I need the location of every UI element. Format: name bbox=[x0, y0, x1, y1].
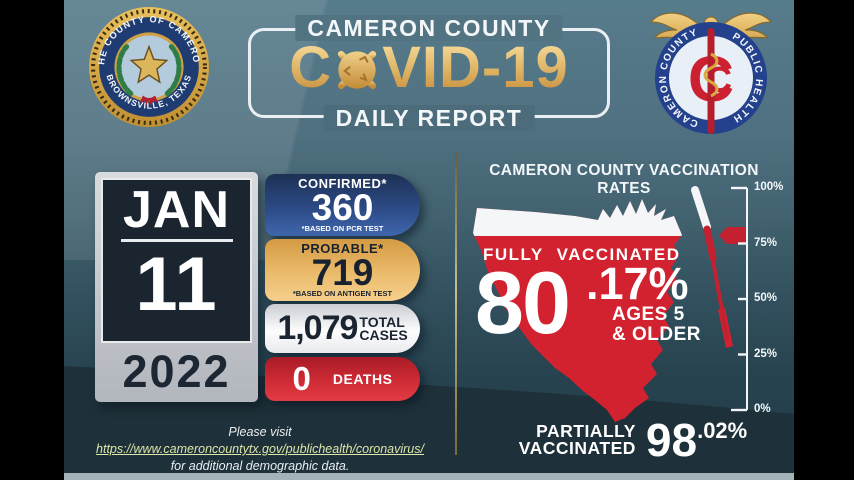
date-year: 2022 bbox=[122, 346, 231, 397]
fully-age-line2: & OLDER bbox=[612, 324, 701, 345]
fully-age-line1: AGES 5 bbox=[612, 304, 685, 325]
seal-star bbox=[129, 44, 169, 84]
scale-ticks bbox=[731, 186, 747, 412]
confirmed-label: CONFIRMED* bbox=[298, 176, 387, 191]
fully-vaccinated-value: 80 bbox=[475, 253, 571, 352]
partially-vaccinated-block: PARTIALLY VACCINATED 98 .02% bbox=[483, 414, 783, 466]
scale-label-25: 25% bbox=[754, 348, 778, 360]
footer-suffix: for additional demographic data. bbox=[170, 459, 350, 473]
probable-value: 719 bbox=[311, 252, 374, 293]
scale-axis-line bbox=[746, 188, 748, 410]
title-daily-report: DAILY REPORT bbox=[323, 105, 535, 131]
scale-label-0: 0% bbox=[754, 403, 771, 415]
date-day: 11 bbox=[135, 242, 218, 327]
deaths-value: 0 bbox=[292, 360, 311, 397]
probable-card: PROBABLE* 719 *BASED ON ANTIGEN TEST bbox=[265, 239, 420, 301]
partially-vaccinated-value: 98 bbox=[645, 414, 698, 466]
confirmed-value: 360 bbox=[311, 187, 374, 228]
vaccination-panel: CAMERON COUNTY VACCINATION RATES bbox=[455, 150, 794, 480]
deaths-card: 0 DEATHS bbox=[265, 357, 420, 401]
total-cases-value: 1,079 bbox=[277, 309, 358, 347]
partial-label-line2: VACCINATED bbox=[518, 438, 636, 458]
footer-note: Please visit https://www.cameroncountytx… bbox=[64, 424, 456, 475]
section-divider-line bbox=[455, 153, 457, 455]
fully-vaccinated-label: FULLY VACCINATED bbox=[483, 245, 681, 264]
total-label-line2: CASES bbox=[359, 326, 408, 343]
partially-vaccinated-decimal: .02% bbox=[697, 418, 748, 443]
confirmed-card: CONFIRMED* 360 *BASED ON PCR TEST bbox=[265, 174, 420, 236]
bottom-edge-strip bbox=[64, 473, 794, 480]
vaccination-heading: CAMERON COUNTY VACCINATION RATES bbox=[489, 162, 759, 197]
covid-19-wordmark: C bbox=[251, 39, 607, 97]
county-map-graphic bbox=[473, 186, 747, 422]
seal-laurel-left bbox=[116, 44, 134, 96]
title-plate: CAMERON COUNTY C bbox=[248, 15, 610, 131]
partial-label-line1: PARTIALLY bbox=[536, 421, 636, 441]
seal-ribbon bbox=[139, 95, 159, 107]
public-health-logo: C C CAMERON COUNTY PUBLIC HEALTH bbox=[649, 12, 773, 134]
syringe-icon bbox=[691, 186, 729, 340]
footer-prefix: Please visit bbox=[228, 425, 292, 439]
date-inner-box: JAN 11 bbox=[101, 178, 252, 343]
seal-dot-ring bbox=[91, 9, 207, 125]
date-card: JAN 11 2022 bbox=[95, 172, 258, 402]
total-cases-card: 1,079 TOTAL CASES bbox=[265, 304, 420, 353]
seal-laurel-right bbox=[164, 44, 182, 96]
title-county: CAMERON COUNTY bbox=[295, 15, 563, 41]
covid-letter-c: C bbox=[289, 35, 333, 100]
deaths-label: DEATHS bbox=[332, 371, 393, 387]
report-background: THE COUNTY OF CAMERON BROWNSVILLE, TEXAS… bbox=[64, 0, 794, 480]
probable-note: *BASED ON ANTIGEN TEST bbox=[292, 289, 393, 298]
covid-rest-text: VID-19 bbox=[382, 35, 569, 100]
virus-icon bbox=[331, 44, 383, 96]
confirmed-note: *BASED ON PCR TEST bbox=[301, 224, 384, 233]
coronavirus-info-link[interactable]: https://www.cameroncountytx.gov/publiche… bbox=[96, 442, 424, 456]
total-label-line1: TOTAL bbox=[359, 313, 405, 330]
date-month: JAN bbox=[122, 181, 231, 239]
scale-label-75: 75% bbox=[754, 237, 778, 249]
caduceus-snakes bbox=[703, 52, 719, 98]
probable-label: PROBABLE* bbox=[301, 241, 384, 256]
scale-label-50: 50% bbox=[754, 292, 778, 304]
scale-label-100: 100% bbox=[754, 181, 784, 193]
county-seal: THE COUNTY OF CAMERON BROWNSVILLE, TEXAS bbox=[88, 6, 209, 127]
date-divider-rule bbox=[120, 239, 233, 242]
scale-marker-arrow bbox=[719, 227, 746, 244]
fully-vaccinated-decimal: .17% bbox=[586, 258, 689, 309]
